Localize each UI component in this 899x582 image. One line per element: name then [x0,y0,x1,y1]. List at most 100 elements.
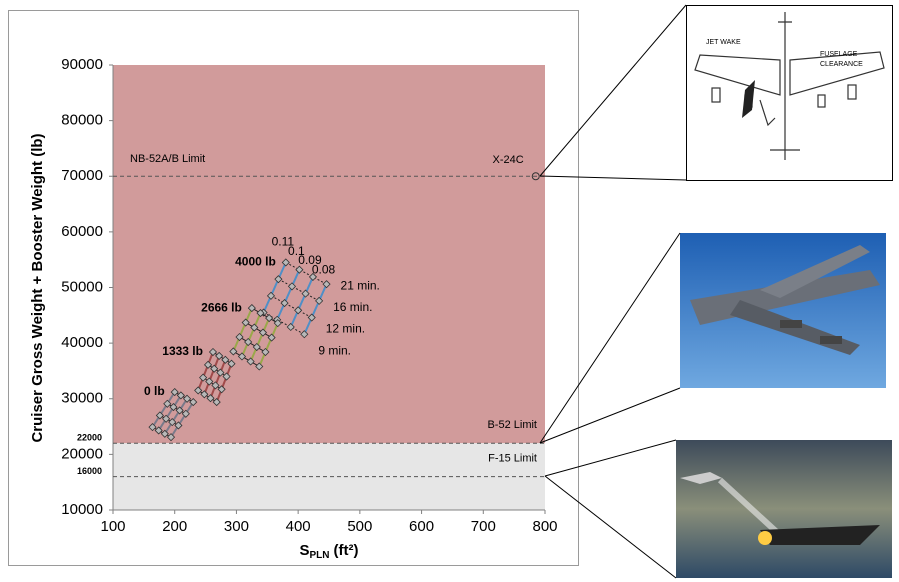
data-point [182,394,192,403]
time-label: 9 min. [318,343,351,357]
ratio-label: 0.11 [272,235,295,249]
data-point [203,360,213,369]
time-label: 12 min. [326,322,365,336]
x-tick-label: 800 [532,518,557,535]
data-point [194,386,203,395]
data-point [170,388,179,397]
ratio-line [258,322,279,367]
time-label: 16 min. [333,300,372,314]
data-point [168,418,177,427]
data-point [174,421,183,430]
limit-label: NB-52A/B Limit [130,153,205,165]
data-point [176,391,185,400]
ratio-line [157,394,182,431]
ratio-line [209,359,227,399]
data-point [274,275,283,284]
ratio-line [303,283,328,335]
x24c-label: X-24C [493,154,524,166]
y-tick-label: 50000 [61,278,103,295]
data-point [241,318,250,327]
time-line [245,322,272,338]
picture-b52 [680,233,886,388]
y-tick-label: 10000 [61,501,103,518]
y-tick-label: 90000 [61,56,103,73]
data-point [295,265,304,274]
ratio-line [249,317,271,362]
data-point [215,351,224,360]
time-label: 21 min. [341,278,380,292]
x-axis-label: SPLN (ft²) [300,542,359,561]
time-line [202,377,222,390]
ratio-line [203,355,221,395]
time-line [239,336,266,353]
x-tick-label: 600 [409,518,434,535]
data-point [154,426,163,435]
data-point [267,333,276,342]
time-line [212,351,232,365]
limit-label: F-15 Limit [488,453,537,465]
data-point [199,373,208,382]
data-point [189,398,198,407]
x-label-main: S [300,542,310,559]
ratio-label: 0.09 [298,253,322,267]
data-point [265,314,274,323]
ratio-line [197,351,214,391]
data-point [266,291,276,300]
time-line [207,364,227,377]
data-point [273,319,282,328]
ratio-line [262,262,287,313]
data-point [148,423,157,432]
data-point [205,377,214,386]
ratio-line [276,269,301,321]
time-line [197,389,217,403]
data-point [217,385,226,394]
data-point [200,390,209,399]
x24c-point [531,172,540,181]
ratio-line [163,398,188,435]
ratio-label: 0.08 [312,262,336,276]
limit-value: 16000 [77,466,102,476]
time-line [152,426,172,438]
callout-lines [539,4,687,579]
ratio-line [289,276,314,328]
picture-label: FUSELAGE [820,51,858,58]
data-point [287,282,297,291]
data-point [175,406,184,415]
data-point [229,347,238,356]
data-point [246,357,255,366]
ratio-line [241,312,262,357]
data-point [255,362,264,371]
region-b52 [113,65,545,444]
data-point [221,355,230,364]
y-tick-label: 80000 [61,112,103,129]
x-tick-label: 300 [224,518,249,535]
data-point [286,322,295,332]
data-point [222,372,231,381]
x-tick-label: 700 [471,518,496,535]
data-point [252,342,261,352]
picture-top: JET WAKE FUSELAGE CLEARANCE [686,5,893,181]
data-point [250,323,259,332]
ratio-line [151,391,176,428]
x-tick-label: 400 [286,518,311,535]
data-point [160,429,169,438]
data-point [258,328,268,337]
data-point [155,411,164,420]
time-line [233,351,260,367]
data-point [216,368,225,377]
ratio-line [215,363,233,403]
data-point [280,299,289,308]
group-label: 2666 lb [201,300,242,314]
y-tick-label: 30000 [61,390,103,407]
data-point [281,258,290,267]
data-point [315,296,324,305]
ratio-label: 0.1 [288,244,305,258]
data-point [322,280,331,289]
y-tick-label: 60000 [61,223,103,240]
x-label-sub: PLN [310,550,330,561]
group-label: 4000 lb [235,255,276,269]
x-tick-label: 500 [347,518,372,535]
group-label: 1333 lb [162,344,203,358]
data-point [206,394,215,403]
data-point [294,306,303,315]
